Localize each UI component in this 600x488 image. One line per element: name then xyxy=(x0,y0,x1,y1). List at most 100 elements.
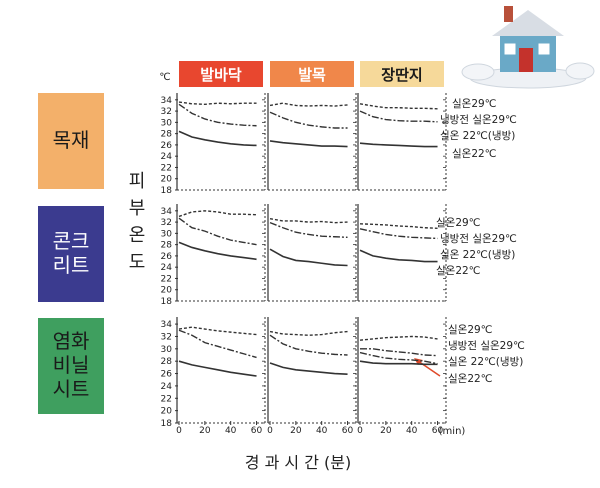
y-tick-label: 18 xyxy=(161,186,173,196)
y-tick-label: 24 xyxy=(161,152,173,162)
y-tick-label: 18 xyxy=(161,297,173,307)
y-tick-label: 34 xyxy=(161,320,173,330)
y-tick-label: 18 xyxy=(161,419,173,429)
window-left-shape xyxy=(504,43,516,55)
series-line xyxy=(178,329,257,359)
y-axis-title-char: 온 xyxy=(129,225,146,246)
column-header-box xyxy=(179,61,263,87)
legend-label: 실온29℃ xyxy=(452,98,496,110)
legend-label: 실온29℃ xyxy=(436,217,480,229)
series-line xyxy=(360,348,438,357)
x-tick-label: 0 xyxy=(176,426,182,436)
series-line xyxy=(269,102,348,107)
y-tick-label: 24 xyxy=(161,382,173,392)
column-header-box xyxy=(360,61,444,87)
y-tick-label: 24 xyxy=(161,263,173,273)
legend-label: 실온22℃ xyxy=(448,373,492,385)
column-header-label: 발바닥 xyxy=(200,66,242,84)
y-axis-title-char: 도 xyxy=(129,252,146,273)
y-tick-label: 30 xyxy=(161,118,173,128)
y-tick-label: 26 xyxy=(161,141,173,151)
series-line xyxy=(178,130,257,147)
series-line xyxy=(178,241,257,261)
x-tick-label: 40 xyxy=(406,426,418,436)
legend-label: 실온22℃ xyxy=(436,265,480,277)
y-tick-label: 20 xyxy=(161,407,173,417)
x-axis-title: 경 과 시 간 (분) xyxy=(245,453,351,472)
row-label-box xyxy=(38,206,104,302)
row-label-box xyxy=(38,318,104,414)
y-axis-title-char: 부 xyxy=(129,198,146,219)
y-tick-label: 34 xyxy=(161,96,173,106)
house-door-shape xyxy=(519,48,533,72)
series-line xyxy=(359,360,438,366)
x-tick-label: 20 xyxy=(290,426,302,436)
y-axis-title-char: 피 xyxy=(129,171,146,192)
y-tick-label: 26 xyxy=(161,370,173,380)
y-tick-label: 32 xyxy=(161,218,172,228)
series-line xyxy=(269,218,348,224)
series-line xyxy=(359,223,438,229)
series-line xyxy=(178,360,257,377)
series-line xyxy=(269,334,348,356)
legend-label: 냉방전 실온29℃ xyxy=(448,340,525,352)
series-line xyxy=(359,142,438,148)
series-line xyxy=(359,351,438,365)
x-tick-label: 60 xyxy=(251,426,263,436)
y-tick-label: 34 xyxy=(161,207,173,217)
series-line xyxy=(359,103,438,110)
y-tick-label: 28 xyxy=(161,357,173,367)
pointer-arrow-line xyxy=(417,360,441,377)
window-right-shape xyxy=(538,43,550,55)
chimney-shape xyxy=(504,6,513,22)
y-tick-label: 32 xyxy=(161,332,172,342)
house-roof-shape xyxy=(492,10,564,36)
x-tick-label: 60 xyxy=(342,426,354,436)
series-line xyxy=(178,217,257,246)
y-tick-label: 32 xyxy=(161,107,172,117)
x-tick-label: 40 xyxy=(316,426,328,436)
y-tick-label: 30 xyxy=(161,229,173,239)
row-label-text: 시트 xyxy=(53,377,90,401)
x-unit-label: (min) xyxy=(439,426,466,437)
house-illustration xyxy=(461,6,595,89)
row-label-text: 콘크 xyxy=(53,229,90,253)
y-tick-label: 20 xyxy=(161,286,173,296)
x-tick-label: 40 xyxy=(225,426,237,436)
column-header-label: 발목 xyxy=(298,66,326,84)
legend-label: 실온 22℃(냉방) xyxy=(448,356,523,368)
y-tick-label: 22 xyxy=(161,274,172,284)
x-tick-label: 0 xyxy=(267,426,273,436)
series-line xyxy=(269,330,348,336)
series-line xyxy=(178,103,257,127)
y-tick-label: 30 xyxy=(161,345,173,355)
x-tick-label: 60 xyxy=(432,426,444,436)
series-line xyxy=(269,111,348,129)
y-tick-label: 22 xyxy=(161,394,172,404)
legend-label: 실온29℃ xyxy=(448,324,492,336)
row-label-text: 염화 xyxy=(53,329,90,353)
column-header-box xyxy=(270,61,354,87)
series-line xyxy=(269,222,348,239)
legend-label: 실온 22℃(냉방) xyxy=(440,130,515,142)
y-tick-label: 22 xyxy=(161,163,172,173)
series-line xyxy=(269,140,348,148)
row-label-text: 리트 xyxy=(53,253,90,277)
row-label-text: 목재 xyxy=(53,128,90,152)
legend-label: 실온 22℃(냉방) xyxy=(440,249,515,261)
y-tick-label: 20 xyxy=(161,175,173,185)
y-unit-label: ℃ xyxy=(159,72,170,83)
series-line xyxy=(178,101,257,106)
y-tick-label: 28 xyxy=(161,241,173,251)
row-label-text: 비닐 xyxy=(53,353,90,377)
legend-label: 냉방전 실온29℃ xyxy=(440,114,517,126)
snow-bush-left-shape xyxy=(461,63,495,81)
y-tick-label: 28 xyxy=(161,130,173,140)
x-tick-label: 20 xyxy=(199,426,211,436)
series-line xyxy=(359,228,438,240)
legend-label: 실온22℃ xyxy=(452,148,496,160)
series-line xyxy=(359,249,438,263)
row-label-box xyxy=(38,93,104,189)
x-tick-label: 0 xyxy=(357,426,363,436)
